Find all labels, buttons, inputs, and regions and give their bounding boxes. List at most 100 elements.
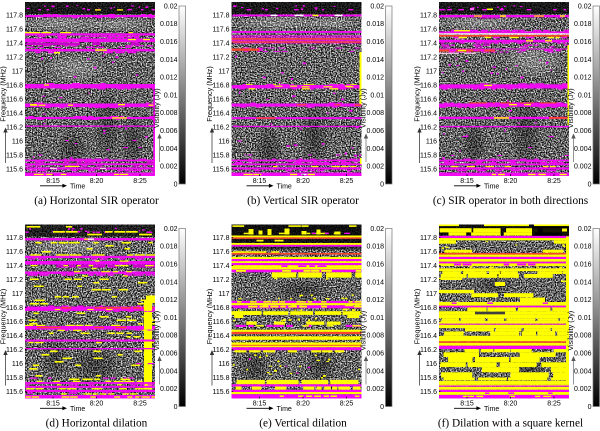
svg-text:8:25: 8:25: [547, 178, 561, 185]
svg-text:Time: Time: [484, 406, 499, 413]
svg-text:(a) Horizontal SIR operator: (a) Horizontal SIR operator: [34, 195, 159, 207]
svg-text:0.008: 0.008: [160, 110, 178, 117]
svg-text:0.012: 0.012: [366, 297, 384, 304]
svg-text:116: 116: [218, 138, 229, 145]
svg-text:0.02: 0.02: [164, 3, 178, 10]
svg-text:8:15: 8:15: [460, 401, 474, 408]
svg-text:Time: Time: [277, 406, 292, 413]
svg-text:116.8: 116.8: [420, 305, 437, 312]
svg-text:116.2: 116.2: [213, 347, 230, 354]
svg-text:117.2: 117.2: [213, 54, 230, 61]
svg-text:0.008: 0.008: [366, 333, 384, 340]
svg-text:8:25: 8:25: [340, 178, 354, 185]
svg-text:0.02: 0.02: [370, 3, 384, 10]
svg-text:8:15: 8:15: [460, 178, 474, 185]
svg-text:0.014: 0.014: [574, 279, 592, 286]
svg-text:0.012: 0.012: [160, 75, 178, 82]
svg-text:0: 0: [380, 404, 384, 411]
svg-text:0.018: 0.018: [366, 21, 384, 28]
svg-text:0.004: 0.004: [366, 368, 384, 375]
svg-text:115.6: 115.6: [6, 389, 23, 396]
svg-text:0.018: 0.018: [160, 244, 178, 251]
svg-text:0.008: 0.008: [574, 333, 592, 340]
svg-text:0.02: 0.02: [578, 3, 592, 10]
svg-text:116.2: 116.2: [213, 124, 230, 131]
svg-text:0: 0: [174, 181, 178, 188]
svg-text:0.008: 0.008: [366, 110, 384, 117]
svg-text:0.02: 0.02: [370, 226, 384, 233]
svg-text:0.002: 0.002: [366, 386, 384, 393]
svg-text:115.8: 115.8: [213, 375, 230, 382]
svg-text:0.018: 0.018: [574, 21, 592, 28]
svg-text:0.006: 0.006: [574, 351, 592, 358]
svg-text:0.016: 0.016: [574, 262, 592, 269]
svg-text:115.8: 115.8: [213, 152, 230, 159]
svg-text:0.004: 0.004: [574, 368, 592, 375]
svg-text:Frequency (MHz): Frequency (MHz): [0, 66, 8, 122]
svg-text:Time: Time: [70, 183, 85, 190]
svg-text:116: 116: [426, 138, 437, 145]
svg-text:0.01: 0.01: [578, 315, 592, 322]
svg-text:0.006: 0.006: [366, 128, 384, 135]
svg-text:0.006: 0.006: [574, 128, 592, 135]
svg-text:117.4: 117.4: [420, 40, 437, 47]
svg-text:116.2: 116.2: [6, 124, 23, 131]
svg-text:Visibility (Jy): Visibility (Jy): [566, 311, 575, 351]
svg-text:116.2: 116.2: [420, 124, 437, 131]
svg-text:116.6: 116.6: [6, 96, 23, 103]
svg-text:115.6: 115.6: [420, 389, 437, 396]
svg-text:8:25: 8:25: [133, 401, 147, 408]
svg-text:117.6: 117.6: [420, 249, 437, 256]
svg-text:116.4: 116.4: [420, 110, 437, 117]
svg-text:116.8: 116.8: [213, 82, 230, 89]
svg-text:8:25: 8:25: [133, 178, 147, 185]
svg-text:116: 116: [218, 361, 229, 368]
svg-text:117: 117: [426, 291, 437, 298]
svg-text:117.2: 117.2: [6, 54, 23, 61]
svg-text:117.8: 117.8: [213, 235, 230, 242]
svg-text:117.8: 117.8: [420, 12, 437, 19]
svg-text:116.4: 116.4: [420, 333, 437, 340]
svg-text:Frequency (MHz): Frequency (MHz): [413, 289, 422, 345]
svg-text:0.016: 0.016: [160, 262, 178, 269]
svg-text:115.6: 115.6: [213, 389, 230, 396]
svg-text:Visibility (Jy): Visibility (Jy): [152, 88, 161, 128]
svg-text:116.4: 116.4: [213, 110, 230, 117]
svg-text:8:20: 8:20: [296, 178, 310, 185]
svg-text:0.002: 0.002: [160, 164, 178, 171]
svg-text:117: 117: [218, 68, 229, 75]
svg-text:117.2: 117.2: [213, 277, 230, 284]
svg-text:116: 116: [12, 361, 23, 368]
svg-text:Frequency (MHz): Frequency (MHz): [0, 289, 8, 345]
svg-text:116.4: 116.4: [6, 110, 23, 117]
svg-text:116.6: 116.6: [6, 319, 23, 326]
svg-text:117.4: 117.4: [6, 40, 23, 47]
svg-text:8:20: 8:20: [90, 178, 104, 185]
svg-text:117.4: 117.4: [6, 263, 23, 270]
svg-text:0.016: 0.016: [366, 39, 384, 46]
svg-text:116.8: 116.8: [213, 305, 230, 312]
svg-text:(c) SIR operator in both direc: (c) SIR operator in both directions: [433, 195, 588, 207]
svg-text:116.8: 116.8: [420, 82, 437, 89]
svg-text:117.2: 117.2: [420, 277, 437, 284]
svg-text:0.016: 0.016: [160, 39, 178, 46]
svg-text:117.6: 117.6: [6, 26, 23, 33]
svg-text:0.014: 0.014: [160, 57, 178, 64]
svg-text:8:15: 8:15: [46, 178, 60, 185]
svg-text:(b) Vertical SIR operator: (b) Vertical SIR operator: [247, 195, 359, 207]
svg-text:0.018: 0.018: [366, 244, 384, 251]
svg-text:117.8: 117.8: [420, 235, 437, 242]
svg-text:0.02: 0.02: [578, 226, 592, 233]
svg-text:115.6: 115.6: [6, 166, 23, 173]
svg-text:0.002: 0.002: [574, 386, 592, 393]
svg-text:116: 116: [12, 138, 23, 145]
svg-text:0.012: 0.012: [574, 75, 592, 82]
svg-text:0.01: 0.01: [370, 92, 384, 99]
svg-text:117.6: 117.6: [213, 26, 230, 33]
svg-text:117.2: 117.2: [420, 54, 437, 61]
svg-text:0.012: 0.012: [160, 297, 178, 304]
svg-text:117: 117: [426, 68, 437, 75]
svg-text:8:20: 8:20: [296, 401, 310, 408]
svg-text:Frequency (MHz): Frequency (MHz): [205, 289, 214, 345]
svg-text:0.004: 0.004: [366, 146, 384, 153]
